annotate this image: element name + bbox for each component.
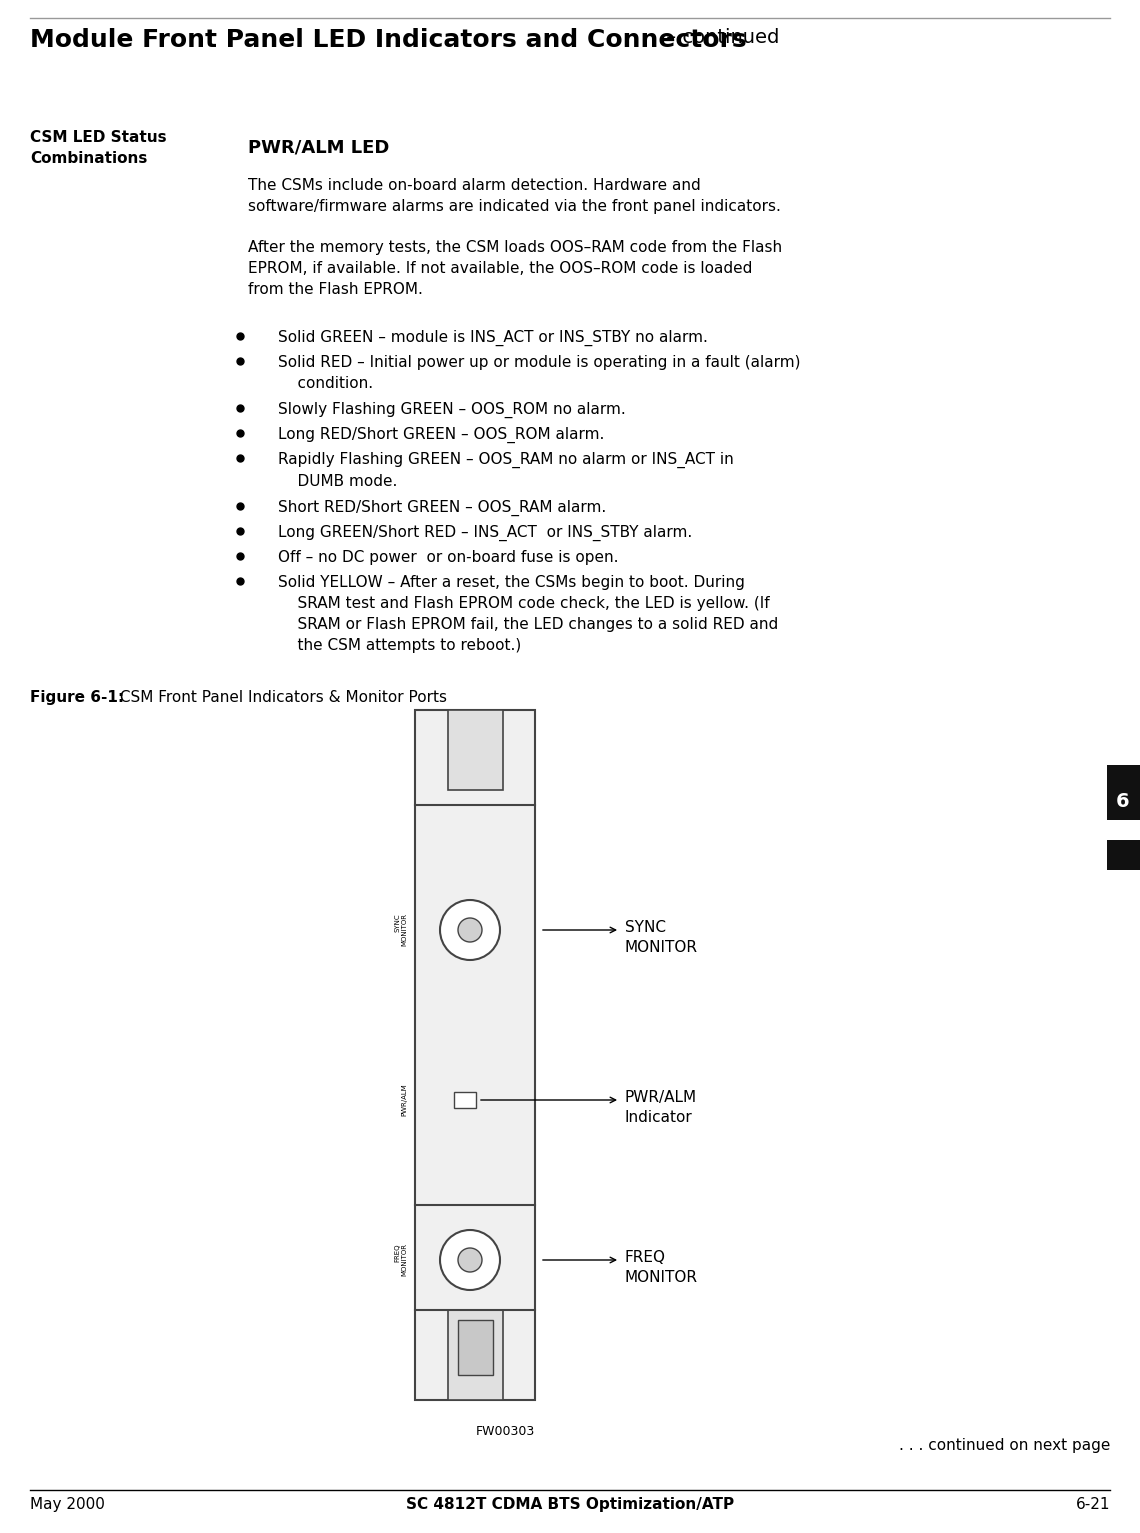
Text: PWR/ALM LED: PWR/ALM LED	[249, 138, 390, 156]
Bar	[448, 1311, 503, 1400]
Circle shape	[458, 1248, 482, 1272]
Text: The CSMs include on-board alarm detection. Hardware and
software/firmware alarms: The CSMs include on-board alarm detectio…	[249, 178, 781, 215]
Text: Slowly Flashing GREEN – OOS_ROM no alarm.: Slowly Flashing GREEN – OOS_ROM no alarm…	[278, 402, 626, 419]
Text: Solid GREEN – module is INS_ACT or INS_STBY no alarm.: Solid GREEN – module is INS_ACT or INS_S…	[278, 330, 708, 346]
Text: Long RED/Short GREEN – OOS_ROM alarm.: Long RED/Short GREEN – OOS_ROM alarm.	[278, 428, 604, 443]
Text: CSM Front Panel Indicators & Monitor Ports: CSM Front Panel Indicators & Monitor Por…	[115, 690, 447, 705]
Bar	[1107, 840, 1140, 871]
Bar	[1107, 765, 1140, 820]
Bar	[454, 1091, 477, 1108]
Text: SYNC
MONITOR: SYNC MONITOR	[394, 914, 407, 946]
Text: Solid YELLOW – After a reset, the CSMs begin to boot. During
    SRAM test and F: Solid YELLOW – After a reset, the CSMs b…	[278, 575, 779, 653]
Circle shape	[440, 1229, 500, 1289]
Text: May 2000: May 2000	[30, 1498, 105, 1512]
Text: Short RED/Short GREEN – OOS_RAM alarm.: Short RED/Short GREEN – OOS_RAM alarm.	[278, 500, 606, 517]
Text: SYNC
MONITOR: SYNC MONITOR	[625, 920, 698, 955]
Text: FREQ
MONITOR: FREQ MONITOR	[394, 1243, 407, 1277]
Text: PWR/ALM
Indicator: PWR/ALM Indicator	[625, 1090, 698, 1125]
Text: – continued: – continued	[660, 28, 780, 48]
Text: Rapidly Flashing GREEN – OOS_RAM no alarm or INS_ACT in
    DUMB mode.: Rapidly Flashing GREEN – OOS_RAM no alar…	[278, 452, 734, 489]
Circle shape	[440, 900, 500, 960]
Circle shape	[458, 918, 482, 941]
Text: PWR/ALM: PWR/ALM	[401, 1084, 407, 1116]
Text: Off – no DC power  or on-board fuse is open.: Off – no DC power or on-board fuse is op…	[278, 550, 619, 566]
Text: SC 4812T CDMA BTS Optimization/ATP: SC 4812T CDMA BTS Optimization/ATP	[406, 1498, 734, 1512]
Text: Module Front Panel LED Indicators and Connectors: Module Front Panel LED Indicators and Co…	[30, 28, 747, 52]
Text: . . . continued on next page: . . . continued on next page	[898, 1438, 1110, 1453]
Bar	[415, 710, 535, 1400]
Text: FW00303: FW00303	[475, 1426, 535, 1438]
Text: 6: 6	[1116, 793, 1130, 811]
Text: Solid RED – Initial power up or module is operating in a fault (alarm)
    condi: Solid RED – Initial power up or module i…	[278, 356, 800, 391]
Text: Figure 6-1:: Figure 6-1:	[30, 690, 124, 705]
Bar	[457, 1320, 492, 1375]
Text: 6-21: 6-21	[1075, 1498, 1110, 1512]
Text: After the memory tests, the CSM loads OOS–RAM code from the Flash
EPROM, if avai: After the memory tests, the CSM loads OO…	[249, 241, 782, 297]
Text: FREQ
MONITOR: FREQ MONITOR	[625, 1249, 698, 1285]
Bar	[448, 710, 503, 789]
Text: CSM LED Status
Combinations: CSM LED Status Combinations	[30, 130, 166, 166]
Text: Long GREEN/Short RED – INS_ACT  or INS_STBY alarm.: Long GREEN/Short RED – INS_ACT or INS_ST…	[278, 524, 692, 541]
